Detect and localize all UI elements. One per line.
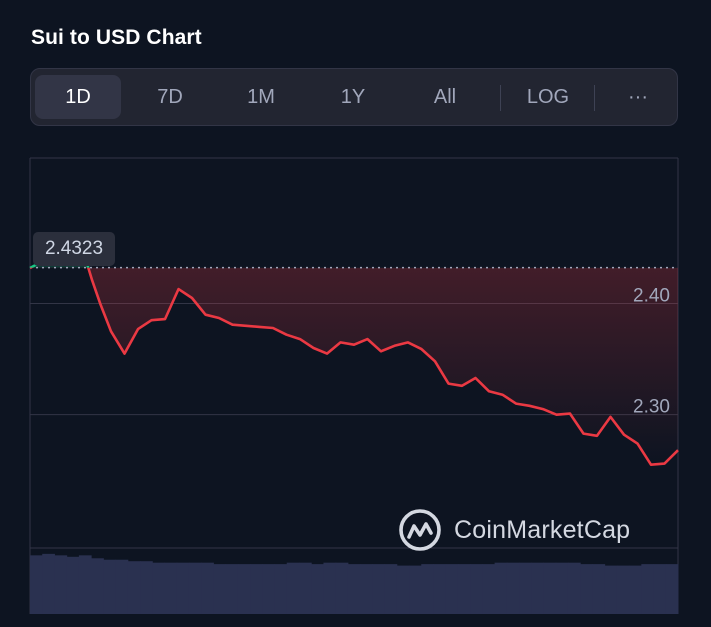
price-line-down	[29, 267, 679, 466]
y-tick-label: 2.30	[633, 397, 670, 418]
volume-bar	[506, 562, 520, 614]
volume-bar	[323, 562, 337, 614]
volume-bar	[91, 558, 104, 614]
volume-bar	[433, 564, 447, 614]
watermark-text: CoinMarketCap	[454, 515, 631, 544]
volume-bar	[519, 562, 532, 614]
volume-bar	[384, 564, 398, 614]
watermark: CoinMarketCap	[398, 506, 630, 554]
more-options-button[interactable]: ···	[628, 85, 648, 108]
volume-bar	[201, 562, 214, 614]
page-title: Sui to USD Chart	[31, 26, 202, 49]
volume-bar	[54, 555, 68, 614]
volume-bar	[641, 564, 655, 614]
volume-bar	[286, 562, 300, 614]
range-tab-1m[interactable]: 1M	[247, 85, 275, 108]
volume-bar	[409, 565, 422, 614]
volume-bar	[653, 564, 667, 614]
volume-bar	[457, 564, 471, 614]
range-tab-all[interactable]: All	[433, 85, 457, 108]
volume-bar	[213, 564, 227, 614]
volume-bar	[274, 564, 288, 614]
volume-bar	[262, 564, 276, 614]
volume-bar	[42, 553, 55, 614]
volume-bar	[396, 565, 410, 614]
y-tick-label: 2.40	[633, 286, 670, 307]
log-scale-toggle[interactable]: LOG	[526, 85, 570, 108]
volume-bar	[665, 564, 679, 614]
volume-bar	[567, 562, 581, 614]
time-range-selector: 1D 7D 1M 1Y All LOG ···	[30, 68, 678, 126]
volume-bar	[66, 556, 80, 614]
volume-bar	[531, 562, 545, 614]
volume-bar	[298, 562, 312, 614]
volume-bar	[115, 559, 129, 614]
volume-bar	[555, 562, 569, 614]
volume-bar	[629, 565, 642, 614]
volume-bar	[237, 564, 251, 614]
range-tab-1d[interactable]: 1D	[35, 75, 121, 119]
range-tab-1y[interactable]: 1Y	[340, 85, 366, 108]
volume-bar	[616, 565, 630, 614]
volume-bar	[188, 562, 202, 614]
volume-bar	[140, 561, 153, 614]
volume-bar	[372, 564, 386, 614]
volume-bar	[335, 562, 349, 614]
volume-bar	[311, 564, 324, 614]
price-line	[29, 233, 679, 466]
volume-bar	[250, 564, 263, 614]
volume-bar	[164, 562, 178, 614]
volume-bar	[494, 562, 508, 614]
volume-bar	[421, 564, 434, 614]
volume-bar	[604, 565, 618, 614]
volume-bar	[543, 562, 557, 614]
volume-bar	[225, 564, 239, 614]
volume-bar	[360, 564, 373, 614]
volume-bar	[482, 564, 496, 614]
volume-bar	[78, 555, 92, 614]
range-separator	[594, 85, 595, 111]
volume-bar	[30, 555, 43, 614]
volume-bar	[152, 562, 165, 614]
volume-bar	[127, 561, 141, 614]
volume-bar	[470, 564, 483, 614]
volume-bar	[103, 559, 117, 614]
volume-bar	[176, 562, 190, 614]
coinmarketcap-logo-icon	[399, 509, 441, 551]
volume-bar	[592, 564, 606, 614]
volume-bar	[445, 564, 459, 614]
range-separator	[500, 85, 501, 111]
volume-bar	[347, 564, 361, 614]
volume-bars	[30, 553, 679, 614]
y-axis-ticks: 2.40 2.30	[633, 286, 670, 418]
area-fill-below	[30, 267, 678, 465]
range-tab-7d[interactable]: 7D	[157, 85, 183, 108]
current-price-label: 2.4323	[33, 232, 115, 266]
volume-bar	[580, 564, 593, 614]
